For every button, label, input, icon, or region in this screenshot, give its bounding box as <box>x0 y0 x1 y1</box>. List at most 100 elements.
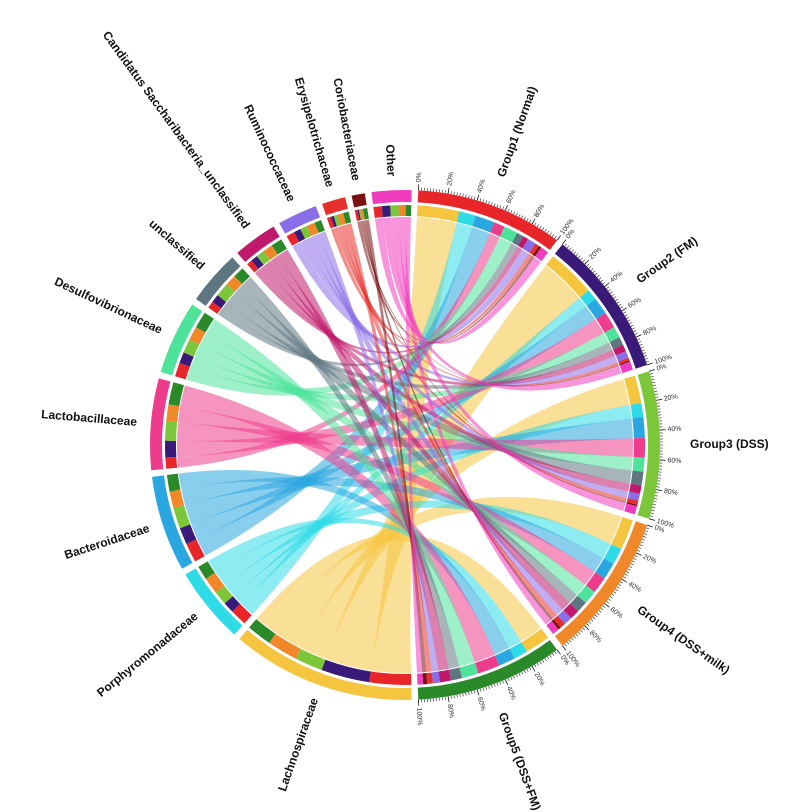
tick-mark <box>539 225 542 229</box>
tick-mark <box>654 498 658 500</box>
ribbon <box>255 246 523 354</box>
taxon-band-segment <box>294 229 306 242</box>
tick-label: 80% <box>533 203 546 219</box>
group-band-segment <box>627 491 640 501</box>
tick-mark <box>586 263 590 267</box>
tick-label: 0% <box>653 525 665 535</box>
tick-mark <box>542 659 545 663</box>
taxon-band-segment <box>321 659 371 683</box>
taxon-band-segment <box>405 205 412 217</box>
tick-mark <box>653 387 657 389</box>
tick-mark <box>575 253 579 257</box>
tick-label: 80% <box>663 488 678 497</box>
tick-label: 60% <box>476 696 487 711</box>
tick-mark <box>635 334 642 338</box>
tick-mark <box>624 314 628 317</box>
tick-mark <box>590 619 594 622</box>
ribbon <box>299 239 618 387</box>
tick-mark <box>468 195 470 199</box>
tick-mark <box>604 603 610 608</box>
tick-mark <box>655 489 663 492</box>
tick-mark <box>534 222 537 226</box>
tick-label: 20% <box>588 246 603 261</box>
tick-mark <box>462 193 464 197</box>
tick-mark <box>531 218 536 225</box>
tick-mark <box>654 495 658 497</box>
taxon-band-segment <box>234 268 250 284</box>
tick-mark <box>564 243 567 247</box>
tick-mark <box>450 695 452 699</box>
group-band-segment <box>551 619 561 630</box>
tick-mark <box>649 515 653 517</box>
group-band-segment <box>626 502 638 507</box>
tick-mark <box>609 291 613 294</box>
taxon-band-segment <box>362 208 369 220</box>
tick-mark <box>529 219 532 223</box>
tick-mark <box>526 218 529 222</box>
tick-mark <box>507 678 510 682</box>
tick-mark <box>633 557 637 560</box>
group-band-segment <box>603 544 622 564</box>
group-band-segment <box>577 585 595 603</box>
tick-mark <box>488 201 490 205</box>
tick-mark <box>649 518 655 521</box>
group-band-segment <box>563 603 579 619</box>
tick-mark <box>608 598 611 601</box>
tick-mark <box>479 198 482 202</box>
tick-label: 40% <box>609 270 624 284</box>
tick-mark <box>504 204 509 211</box>
tick-mark <box>651 509 655 512</box>
taxon-band-segment <box>215 585 233 604</box>
tick-mark <box>453 191 455 195</box>
tick-mark <box>471 691 473 695</box>
taxon-label: unclassified <box>146 216 207 272</box>
group-band-segment <box>619 361 633 374</box>
tick-mark <box>544 229 547 232</box>
taxon-band-segment <box>390 205 399 217</box>
group-band-segment <box>613 344 626 356</box>
tick-mark <box>604 282 610 287</box>
tick-mark <box>598 610 602 613</box>
tick-mark <box>518 214 521 217</box>
tick-mark <box>629 565 633 568</box>
tick-mark <box>627 319 631 322</box>
group-band-segment <box>426 672 433 684</box>
tick-mark <box>556 235 561 241</box>
tick-mark <box>578 631 581 635</box>
tick-mark <box>598 277 602 280</box>
taxon-label: Ruminococcaceae <box>241 102 298 204</box>
group-arc <box>554 521 648 646</box>
tick-mark <box>602 281 606 285</box>
tick-label: 100% <box>415 707 423 725</box>
tick-mark <box>650 512 654 515</box>
tick-mark <box>621 307 628 312</box>
tick-mark <box>447 187 450 194</box>
tick-mark <box>600 279 604 282</box>
taxon-band-segment <box>306 222 319 237</box>
tick-mark <box>655 492 659 494</box>
tick-mark <box>485 200 487 204</box>
tick-mark <box>615 588 618 592</box>
taxon-band-segment <box>271 239 287 255</box>
group-band-segment <box>499 226 518 243</box>
tick-mark <box>499 205 502 209</box>
taxon-band-segment <box>256 251 271 265</box>
tick-mark <box>562 239 567 245</box>
tick-mark <box>613 591 617 594</box>
tick-mark <box>482 199 485 203</box>
group-band-segment <box>629 483 642 494</box>
tick-mark <box>569 247 572 251</box>
group-band-segment <box>553 615 565 628</box>
group-band-segment <box>619 360 631 366</box>
tick-mark <box>646 360 650 363</box>
group-band-segment <box>618 357 630 365</box>
group-band-segment <box>586 299 606 319</box>
tick-label: 20% <box>642 553 658 565</box>
group-band-segment <box>611 516 633 550</box>
tick-mark <box>606 601 610 604</box>
group-band-segment <box>495 648 515 666</box>
tick-mark <box>615 298 618 302</box>
tick-label: 60% <box>505 189 517 205</box>
taxon-arc <box>185 568 243 635</box>
taxon-arc <box>195 257 241 306</box>
